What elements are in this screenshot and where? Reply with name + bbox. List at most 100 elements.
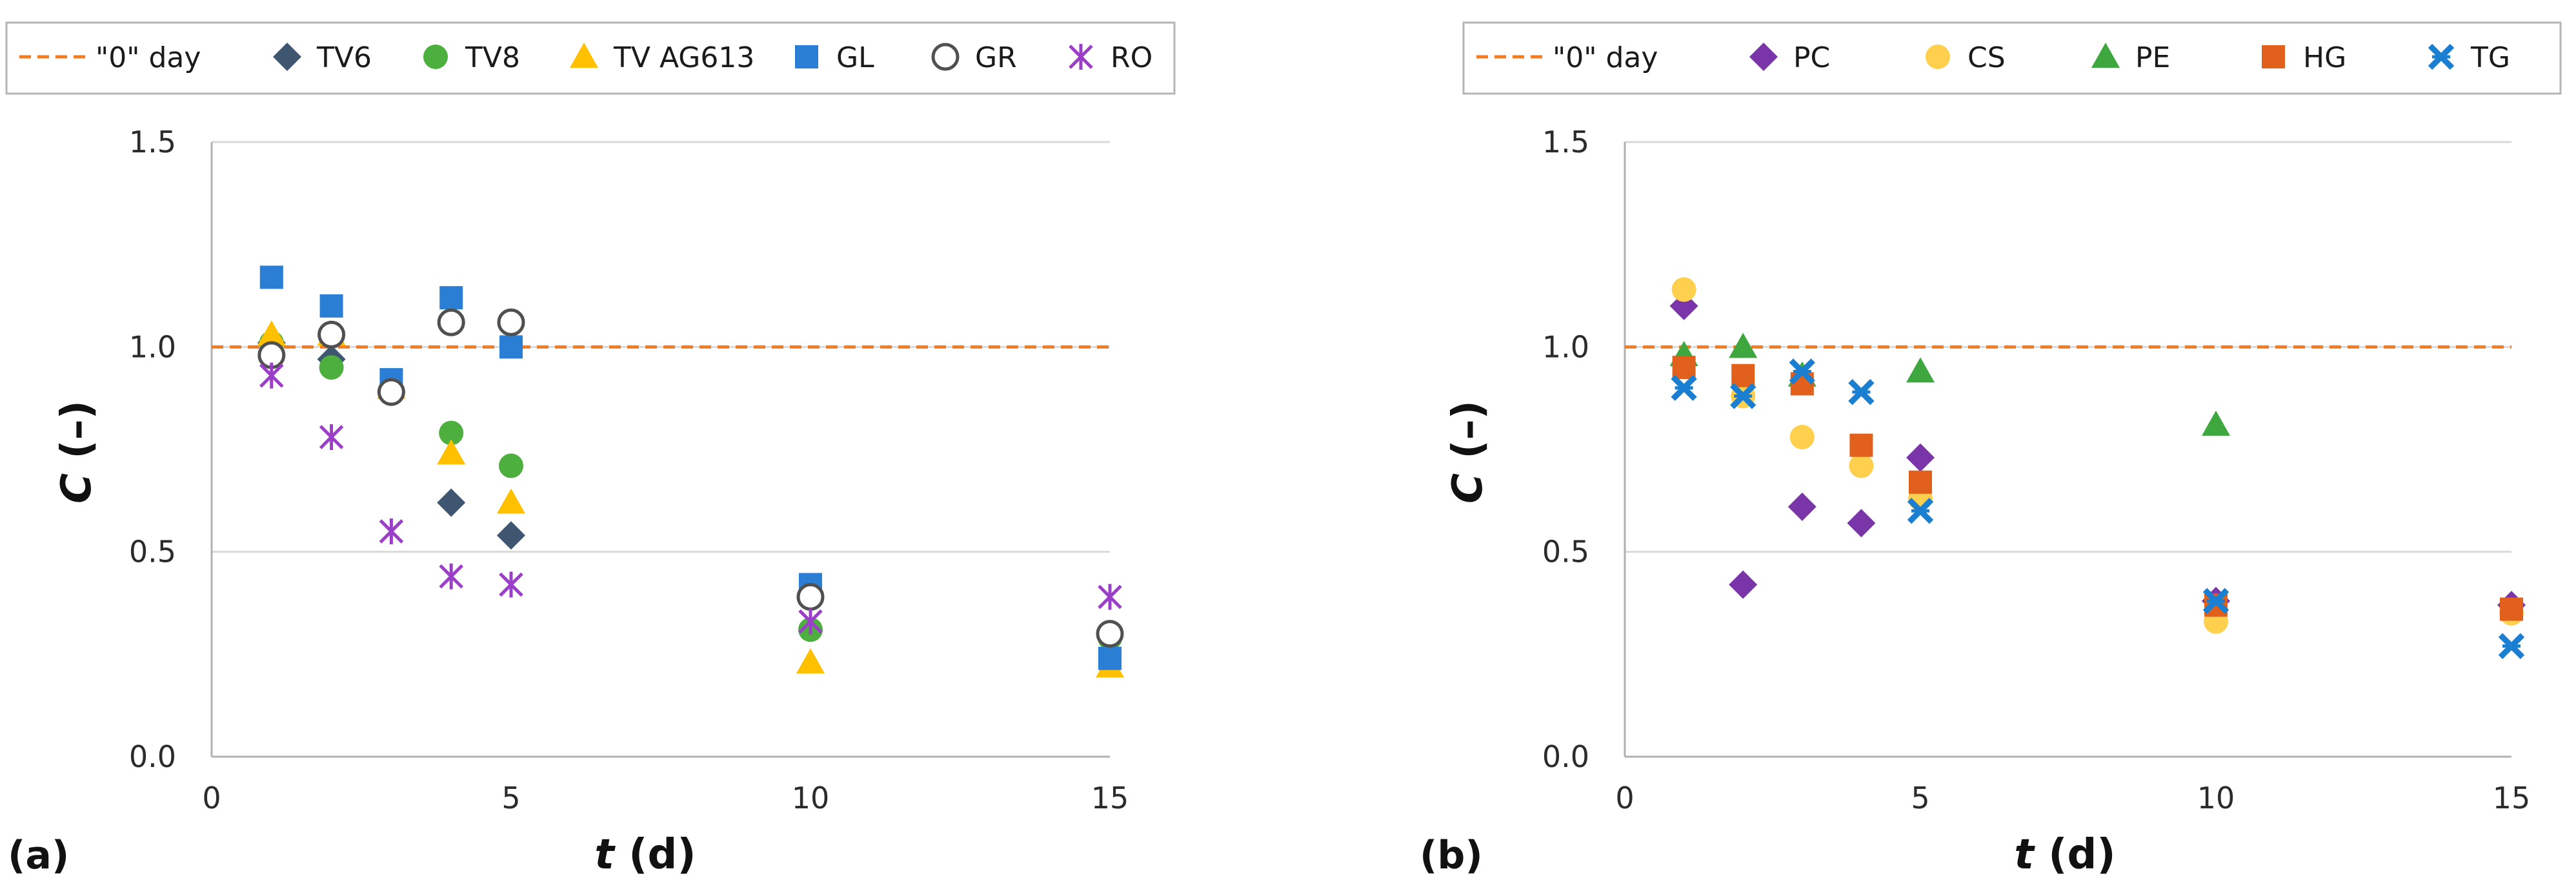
legend-swatch: [273, 43, 301, 71]
data-point: [2202, 588, 2229, 615]
legend-label: TV8: [465, 41, 520, 74]
x-tick-labels: 0 5 10 15: [1615, 781, 2530, 815]
data-point: [2202, 410, 2230, 436]
data-point: [1787, 492, 1816, 521]
series-ro: [259, 362, 1122, 635]
data-point: [1849, 453, 1874, 478]
x-tick-label: 10: [792, 781, 830, 815]
legend-swatch: [2091, 43, 2120, 68]
legend-label: PE: [2135, 41, 2170, 74]
x-tick-label: 0: [1615, 781, 1634, 815]
legend-label: CS: [1967, 41, 2006, 74]
legend-label: "0" day: [1553, 41, 1658, 74]
series-hg: [1672, 356, 2523, 621]
legend-label: HG: [2303, 41, 2346, 74]
data-point: [439, 420, 464, 446]
data-point: [1909, 470, 1932, 494]
legend-swatch: [1749, 43, 1778, 71]
legend-label: TV6: [316, 41, 372, 74]
data-point: [257, 320, 286, 346]
data-point: [1098, 584, 1122, 610]
legend-swatch: [795, 45, 818, 68]
x-tick-label: 15: [1091, 781, 1129, 815]
legend-swatch: [1926, 45, 1950, 69]
y-axis-label: C (–): [1444, 400, 1492, 504]
data-point: [437, 439, 466, 465]
data-point: [439, 286, 463, 310]
series-gl: [259, 265, 1122, 670]
data-point: [1731, 364, 1755, 387]
data-point: [497, 308, 525, 336]
data-point: [437, 308, 465, 336]
data-point: [259, 362, 284, 389]
x-tick-label: 5: [1911, 781, 1929, 815]
y-tick-labels: 0.0 0.5 1.0 1.5: [129, 125, 176, 774]
x-tick-label: 10: [2197, 781, 2235, 815]
series-gr: [257, 308, 1124, 648]
y-tick-labels: 0.0 0.5 1.0 1.5: [1542, 125, 1589, 774]
data-point: [1789, 424, 1815, 449]
data-point: [317, 320, 346, 349]
legend: "0" day TV6 TV8 TV AG613 GL GR RO: [19, 41, 1152, 74]
data-point: [377, 378, 405, 406]
data-point: [1096, 620, 1124, 648]
chart-b: "0" day PC CS PE HG TG 0.0 0.5 1.0 1.5 0 5 10 15 C …: [1420, 21, 2562, 879]
y-tick-label: 0.5: [129, 535, 176, 569]
legend: "0" day PC CS PE HG TG: [1476, 41, 2510, 74]
legend-label: GL: [836, 41, 874, 74]
y-tick-label: 0.0: [1542, 739, 1589, 774]
data-point: [319, 424, 344, 450]
y-tick-label: 1.0: [129, 329, 176, 364]
y-tick-label: 1.5: [1542, 125, 1589, 159]
data-point: [1849, 433, 1873, 457]
data-point: [1098, 646, 1122, 670]
series-tg: [1671, 358, 2525, 659]
data-point: [439, 563, 463, 589]
series-tv6: [257, 328, 525, 550]
data-point: [497, 521, 525, 550]
x-tick-label: 0: [202, 781, 221, 815]
legend-swatch: [2262, 45, 2285, 68]
data-series: [257, 265, 1124, 678]
data-point: [798, 608, 823, 635]
data-point: [1729, 333, 1758, 358]
data-point: [499, 571, 523, 598]
data-point: [1730, 383, 1756, 409]
series-pc: [1669, 291, 2526, 620]
legend-swatch: [570, 43, 598, 68]
legend-label: RO: [1111, 41, 1152, 74]
legend-box: [1462, 21, 2562, 95]
y-tick-label: 1.0: [1542, 329, 1589, 364]
data-point: [259, 265, 283, 289]
data-point: [497, 488, 525, 514]
data-point: [499, 453, 523, 478]
legend-label: "0" day: [96, 41, 201, 74]
data-point: [437, 488, 466, 517]
legend-label: TG: [2470, 41, 2510, 74]
x-axis-label: t (d): [594, 831, 696, 879]
legend-swatch: [931, 43, 960, 71]
y-tick-label: 1.5: [129, 125, 176, 159]
data-point: [2500, 597, 2523, 621]
legend-swatch: [1069, 44, 1093, 70]
data-point: [379, 518, 404, 544]
data-point: [319, 355, 344, 380]
legend-label: GR: [975, 41, 1017, 74]
data-point: [1906, 443, 1935, 472]
chart-a: "0" day TV6 TV8 TV AG613 GL GR RO 0.0 0.5 1.0 1.5…: [5, 21, 1176, 879]
legend-swatch: [2428, 43, 2455, 70]
data-point: [1672, 356, 1696, 380]
data-series: [1669, 277, 2526, 659]
data-point: [1671, 277, 1696, 302]
y-axis-label: C (–): [53, 400, 101, 504]
x-tick-label: 15: [2493, 781, 2531, 815]
panel-label-b: (b): [1420, 833, 1483, 878]
data-point: [1789, 358, 1815, 385]
legend-label: TV AG613: [613, 41, 754, 74]
data-point: [1907, 498, 1934, 524]
y-tick-label: 0.0: [129, 739, 176, 774]
data-point: [2498, 633, 2525, 659]
data-point: [796, 582, 825, 611]
data-point: [1848, 378, 1875, 405]
legend-label: PC: [1793, 41, 1830, 74]
